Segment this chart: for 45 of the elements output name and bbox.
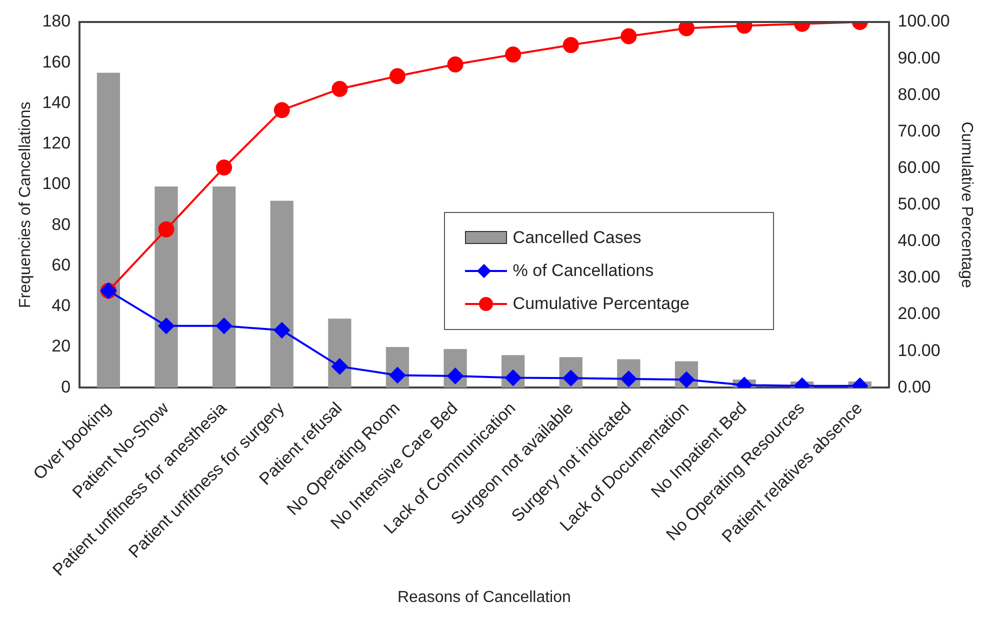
point xyxy=(274,322,290,338)
y2-tick-label: 10.00 xyxy=(898,340,940,360)
legend-label: Cancelled Cases xyxy=(512,228,642,248)
bar xyxy=(96,72,120,388)
point xyxy=(447,56,464,72)
bar xyxy=(270,200,294,388)
point xyxy=(332,358,348,374)
bar xyxy=(154,186,178,388)
y2-axis-title: Cumulative Percentage xyxy=(958,122,975,288)
x-axis-title: Reasons of Cancellation xyxy=(397,588,571,606)
y-tick-label: 100 xyxy=(42,174,71,194)
y2-tick-label: 0.00 xyxy=(898,377,931,396)
y-tick-label: 20 xyxy=(52,336,71,356)
y2-tick-label: 70.00 xyxy=(898,121,940,140)
y2-tick-label: 40.00 xyxy=(898,231,940,250)
point xyxy=(389,68,406,84)
y-tick-label: 40 xyxy=(52,296,71,316)
point xyxy=(216,318,232,334)
y2-tick-label: 30.00 xyxy=(898,268,940,287)
point xyxy=(274,102,290,118)
y-tick-label: 140 xyxy=(42,92,71,112)
y2-tick-label: 20.00 xyxy=(898,304,940,324)
point xyxy=(678,22,694,36)
point xyxy=(620,28,637,44)
y-tick-label: 80 xyxy=(52,214,71,234)
bar xyxy=(212,186,236,388)
point xyxy=(505,46,522,63)
y2-tick-label: 60.00 xyxy=(898,158,940,177)
y-tick-label: 160 xyxy=(42,52,71,72)
y2-tick-label: 80.00 xyxy=(898,84,940,104)
y-tick-label: 120 xyxy=(42,134,71,153)
y-tick-label: 60 xyxy=(52,255,71,274)
y2-tick-label: 90.00 xyxy=(898,48,940,68)
point xyxy=(562,37,579,54)
point xyxy=(158,221,174,238)
y2-tick-label: 100.00 xyxy=(898,12,950,31)
point xyxy=(158,318,174,334)
y-tick-label: 0 xyxy=(61,377,71,396)
y2-tick-label: 50.00 xyxy=(898,194,940,214)
point xyxy=(332,80,348,97)
y-axis-title: Frequencies of Cancellations xyxy=(17,102,34,308)
point xyxy=(216,160,232,176)
y-tick-label: 180 xyxy=(42,12,71,31)
legend-label: Cumulative Percentage xyxy=(512,294,690,314)
legend-label: % of Cancellations xyxy=(512,261,654,282)
